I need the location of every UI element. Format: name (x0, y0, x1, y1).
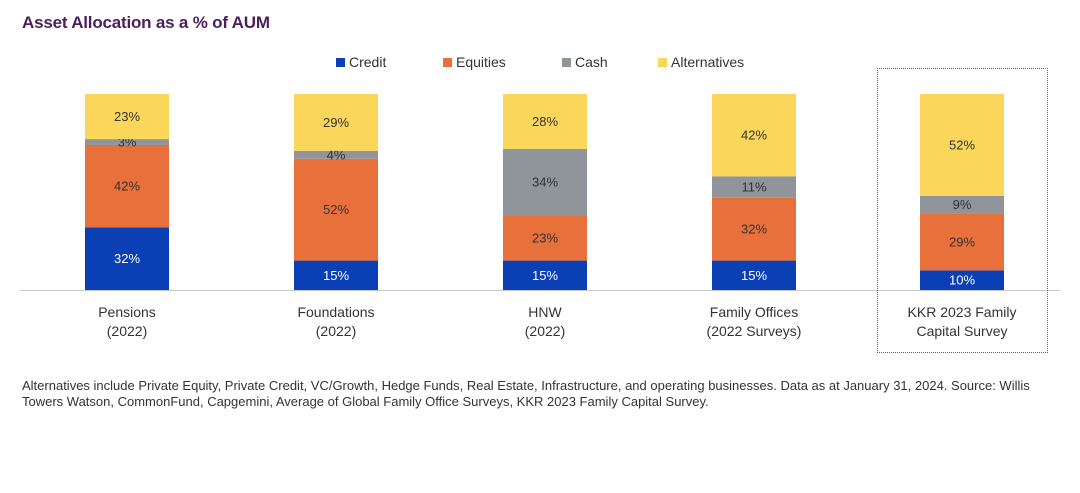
bar-cash-3 (712, 176, 796, 198)
data-label-equities-2: 23% (532, 231, 558, 246)
legend-label: Credit (349, 54, 387, 70)
category-label-2-line-0: HNW (528, 304, 562, 320)
legend-item-cash: Cash (562, 54, 608, 70)
legend-swatch-equities (443, 57, 452, 67)
bar-alternatives-4 (920, 94, 1004, 196)
category-label-2-line-1: (2022) (525, 323, 565, 339)
data-label-credit-0: 32% (114, 251, 140, 266)
bar-credit-1 (294, 260, 378, 290)
data-label-cash-2: 34% (532, 175, 558, 190)
data-label-credit-2: 15% (532, 268, 558, 283)
category-label-3-line-1: (2022 Surveys) (707, 323, 802, 339)
category-label-0-line-0: Pensions (98, 304, 156, 320)
category-label-1-line-1: (2022) (316, 323, 356, 339)
bar-alternatives-3 (712, 94, 796, 177)
bar-equities-4 (920, 213, 1004, 271)
bar-cash-1 (294, 150, 378, 159)
category-label-1-line-0: Foundations (297, 304, 374, 320)
data-label-alternatives-1: 29% (323, 115, 349, 130)
data-label-equities-3: 32% (741, 222, 767, 237)
data-label-equities-0: 42% (114, 179, 140, 194)
legend-label: Equities (456, 54, 506, 70)
legend-swatch-cash (562, 57, 571, 67)
legend-item-alternatives: Alternatives (658, 54, 744, 70)
legend-item-credit: Credit (336, 54, 386, 70)
data-label-cash-4: 9% (953, 197, 972, 212)
stacked-bar-chart: 32%42%3%23%Pensions(2022)15%52%4%29%Foun… (20, 94, 1060, 339)
bar-credit-3 (712, 260, 796, 290)
bar-equities-2 (503, 215, 587, 261)
category-label-3-line-0: Family Offices (710, 304, 798, 320)
data-label-credit-3: 15% (741, 268, 767, 283)
chart-title: Asset Allocation as a % of AUM (22, 13, 270, 32)
bar-alternatives-2 (503, 94, 587, 149)
bar-alternatives-1 (294, 94, 378, 151)
bar-credit-2 (503, 260, 587, 290)
data-label-equities-4: 29% (949, 234, 975, 249)
legend-item-equities: Equities (443, 54, 506, 70)
bar-equities-0 (85, 144, 169, 228)
data-label-credit-4: 10% (949, 273, 975, 288)
data-label-cash-1: 4% (327, 147, 346, 162)
category-label-4-line-1: Capital Survey (916, 323, 1007, 339)
bar-cash-0 (85, 139, 169, 145)
data-label-cash-3: 11% (741, 180, 766, 195)
bar-credit-0 (85, 227, 169, 290)
bar-cash-2 (503, 148, 587, 216)
bar-credit-4 (920, 270, 1004, 290)
legend-swatch-alternatives (658, 57, 667, 67)
bar-alternatives-0 (85, 94, 169, 140)
highlight-box (877, 68, 1048, 353)
data-label-credit-1: 15% (323, 268, 349, 283)
data-label-alternatives-0: 23% (114, 109, 140, 124)
data-label-alternatives-3: 42% (741, 128, 767, 143)
data-label-alternatives-4: 52% (949, 137, 975, 152)
legend-label: Cash (575, 54, 608, 70)
legend: Credit Equities Cash Alternatives (0, 54, 1080, 74)
category-label-0-line-1: (2022) (107, 323, 147, 339)
legend-label: Alternatives (671, 54, 745, 70)
footnote: Alternatives include Private Equity, Pri… (22, 378, 1030, 409)
bar-cash-4 (920, 195, 1004, 214)
data-label-equities-1: 52% (323, 202, 349, 217)
legend-swatch-credit (336, 57, 345, 67)
category-label-4-line-0: KKR 2023 Family (908, 304, 1017, 320)
bar-equities-1 (294, 158, 378, 261)
data-label-alternatives-2: 28% (532, 114, 558, 129)
bar-equities-3 (712, 197, 796, 261)
